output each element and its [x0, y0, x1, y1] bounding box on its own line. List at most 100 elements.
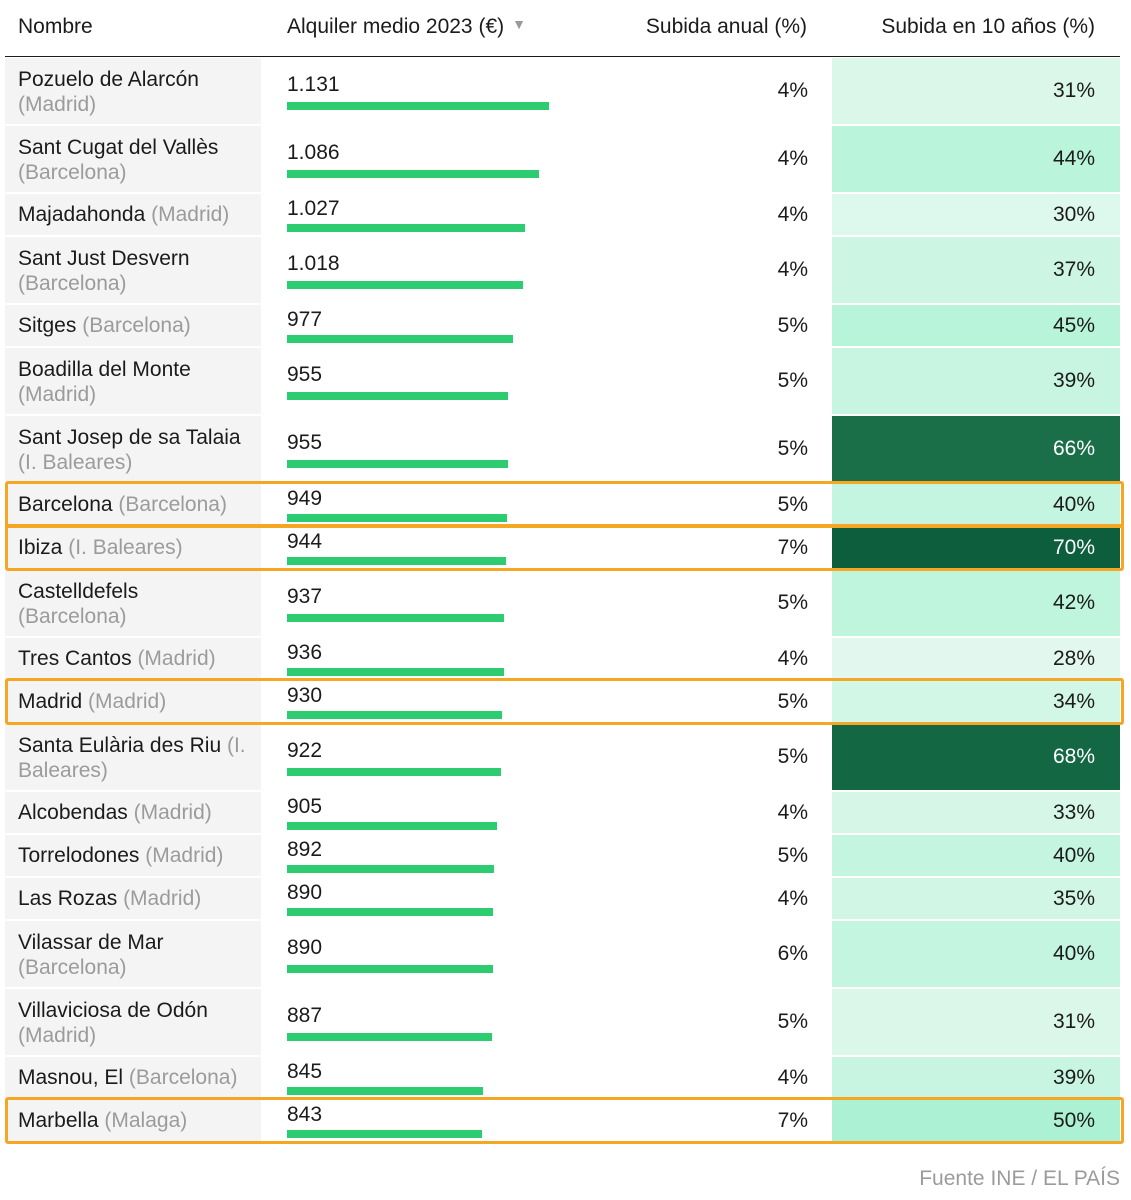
city-region: (I. Baleares) — [68, 536, 183, 559]
ten-years-value: 66% — [1052, 437, 1095, 460]
rent-value: 955 — [287, 363, 323, 386]
cell-annual: 4% — [581, 237, 808, 303]
rent-value: 936 — [287, 641, 323, 664]
ten-years-value: 37% — [1052, 258, 1095, 281]
cell-ten-years: 30% — [832, 194, 1120, 235]
cell-city: Sitges (Barcelona) — [5, 305, 261, 346]
cell-rent: 843 — [261, 1100, 581, 1141]
cell-city: Torrelodones (Madrid) — [5, 835, 261, 876]
cell-city: Madrid (Madrid) — [5, 681, 261, 722]
city-name: Barcelona — [18, 493, 113, 516]
column-header-rent[interactable]: Alquiler medio 2023 (€) ▼ — [287, 15, 526, 39]
rent-bar — [287, 1087, 483, 1095]
city-name: Sant Josep de sa Talaia — [18, 426, 241, 449]
rent-value: 890 — [287, 881, 323, 904]
cell-ten-years: 40% — [832, 835, 1120, 876]
table-row: Barcelona (Barcelona) 949 5% 40% — [5, 484, 1120, 527]
annual-value: 4% — [777, 1065, 808, 1089]
cell-ten-years: 40% — [832, 484, 1120, 525]
cell-ten-years: 45% — [832, 305, 1120, 346]
cell-rent: 892 — [261, 835, 581, 876]
table-row: Vilassar de Mar (Barcelona) 890 6% 40% — [5, 921, 1120, 989]
rent-value: 887 — [287, 1004, 323, 1027]
rent-value: 1.131 — [287, 73, 340, 96]
table-row: Las Rozas (Madrid) 890 4% 35% — [5, 878, 1120, 921]
city-name: Villaviciosa de Odón — [18, 999, 208, 1022]
ten-years-value: 40% — [1052, 492, 1095, 516]
table-row: Ibiza (I. Baleares) 944 7% 70% — [5, 527, 1120, 570]
table-row: Torrelodones (Madrid) 892 5% 40% — [5, 835, 1120, 878]
rent-bar — [287, 460, 508, 468]
cell-ten-years: 44% — [832, 126, 1120, 192]
cell-annual: 4% — [581, 194, 808, 235]
rent-bar — [287, 768, 501, 776]
rent-bar — [287, 170, 539, 178]
cell-annual: 4% — [581, 126, 808, 192]
table-row: Marbella (Malaga) 843 7% 50% — [5, 1100, 1120, 1143]
ten-years-value: 35% — [1052, 886, 1095, 910]
rent-table: Nombre Alquiler medio 2023 (€) ▼ Subida a… — [5, 0, 1120, 1143]
cell-rent: 936 — [261, 638, 581, 679]
rent-value: 944 — [287, 530, 323, 553]
city-region: (Barcelona) — [18, 161, 127, 184]
cell-city: Marbella (Malaga) — [5, 1100, 261, 1141]
rent-bar — [287, 965, 493, 973]
rent-bar — [287, 614, 504, 622]
cell-annual: 5% — [581, 305, 808, 346]
ten-years-value: 44% — [1052, 147, 1095, 170]
rent-value: 843 — [287, 1103, 323, 1126]
ten-years-value: 39% — [1052, 1065, 1095, 1089]
sort-down-icon[interactable]: ▼ — [512, 16, 526, 32]
table-row: Alcobendas (Madrid) 905 4% 33% — [5, 792, 1120, 835]
column-header-name[interactable]: Nombre — [18, 15, 93, 38]
city-name: Sitges — [18, 314, 77, 337]
cell-ten-years: 39% — [832, 348, 1120, 414]
cell-rent: 937 — [261, 570, 581, 636]
cell-city: Sant Just Desvern (Barcelona) — [5, 237, 261, 303]
cell-city: Ibiza (I. Baleares) — [5, 527, 261, 568]
annual-value: 5% — [777, 591, 808, 614]
cell-annual: 4% — [581, 638, 808, 679]
cell-city: Santa Eulària des Riu (I. Baleares) — [5, 724, 261, 790]
city-name: Alcobendas — [18, 801, 128, 824]
table-row: Majadahonda (Madrid) 1.027 4% 30% — [5, 194, 1120, 237]
cell-rent: 890 — [261, 921, 581, 987]
cell-ten-years: 66% — [832, 416, 1120, 482]
cell-rent: 930 — [261, 681, 581, 722]
ten-years-value: 50% — [1052, 1108, 1095, 1132]
rent-bar — [287, 392, 508, 400]
table-row: Sant Just Desvern (Barcelona) 1.018 4% 37% — [5, 237, 1120, 305]
cell-rent: 890 — [261, 878, 581, 919]
rent-value: 930 — [287, 684, 323, 707]
ten-years-value: 31% — [1052, 79, 1095, 102]
annual-value: 7% — [777, 535, 808, 559]
rent-value: 890 — [287, 936, 323, 959]
cell-ten-years: 31% — [832, 58, 1120, 124]
cell-city: Masnou, El (Barcelona) — [5, 1057, 261, 1098]
city-region: (Barcelona) — [18, 956, 127, 979]
cell-annual: 5% — [581, 416, 808, 482]
cell-annual: 6% — [581, 921, 808, 987]
annual-value: 5% — [777, 1010, 808, 1033]
rent-bar — [287, 822, 497, 830]
rent-bar — [287, 102, 549, 110]
ten-years-value: 45% — [1052, 313, 1095, 337]
annual-value: 4% — [777, 202, 808, 226]
city-region: (Barcelona) — [128, 1066, 238, 1089]
table-row: Madrid (Madrid) 930 5% 34% — [5, 681, 1120, 724]
cell-ten-years: 50% — [832, 1100, 1120, 1141]
city-region: (I. Baleares) — [18, 734, 246, 782]
cell-annual: 4% — [581, 1057, 808, 1098]
column-header-annual[interactable]: Subida anual (%) — [645, 15, 807, 38]
column-header-ten-years[interactable]: Subida en 10 años (%) — [881, 15, 1095, 38]
rent-value: 937 — [287, 585, 323, 608]
annual-value: 4% — [777, 258, 808, 281]
city-region: (Barcelona) — [18, 272, 127, 295]
annual-value: 6% — [777, 942, 808, 965]
ten-years-value: 28% — [1052, 646, 1095, 670]
city-region: (Madrid) — [18, 383, 97, 406]
cell-annual: 5% — [581, 835, 808, 876]
cell-rent: 1.027 — [261, 194, 581, 235]
rent-bar — [287, 281, 523, 289]
ten-years-value: 33% — [1052, 800, 1095, 824]
